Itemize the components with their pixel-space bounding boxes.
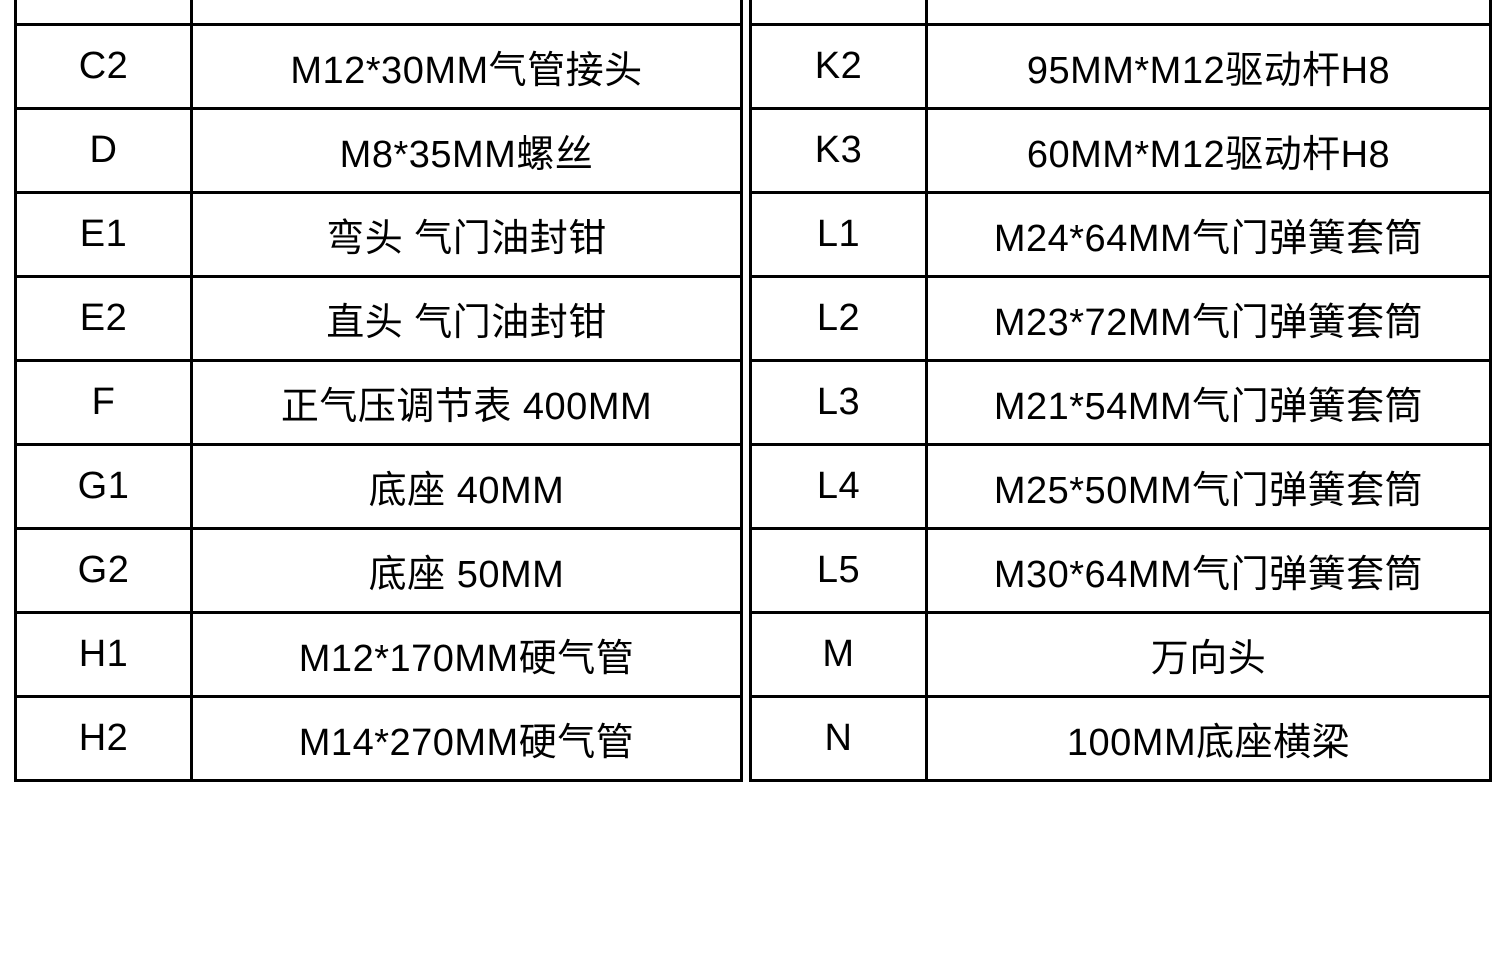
code-cell: G1 (16, 444, 192, 528)
code-cell: C2 (16, 24, 192, 108)
table-row-partial (16, 0, 742, 24)
desc-cell: M12*30MM气管接头 (192, 24, 742, 108)
code-cell: L1 (751, 192, 927, 276)
desc-cell: 正气压调节表 400MM (192, 360, 742, 444)
code-cell: E1 (16, 192, 192, 276)
desc-cell: M14*270MM硬气管 (192, 696, 742, 780)
code-cell: K3 (751, 108, 927, 192)
desc-cell: M24*64MM气门弹簧套筒 (927, 192, 1491, 276)
desc-cell: 直头 气门油封钳 (192, 276, 742, 360)
code-cell: L5 (751, 528, 927, 612)
code-cell: L4 (751, 444, 927, 528)
parts-table-left: C2 M12*30MM气管接头 D M8*35MM螺丝 E1 弯头 气门油封钳 … (14, 0, 743, 782)
code-cell (751, 0, 927, 24)
table-row: L5 M30*64MM气门弹簧套筒 (751, 528, 1491, 612)
code-cell: H1 (16, 612, 192, 696)
desc-cell: 100MM底座横梁 (927, 696, 1491, 780)
desc-cell: 底座 50MM (192, 528, 742, 612)
parts-table-container: C2 M12*30MM气管接头 D M8*35MM螺丝 E1 弯头 气门油封钳 … (14, 0, 1486, 782)
desc-cell (927, 0, 1491, 24)
table-row: L1 M24*64MM气门弹簧套筒 (751, 192, 1491, 276)
code-cell: D (16, 108, 192, 192)
code-cell: K2 (751, 24, 927, 108)
table-row: L3 M21*54MM气门弹簧套筒 (751, 360, 1491, 444)
table-row: G1 底座 40MM (16, 444, 742, 528)
table-row: M 万向头 (751, 612, 1491, 696)
desc-cell: M21*54MM气门弹簧套筒 (927, 360, 1491, 444)
table-row: L2 M23*72MM气门弹簧套筒 (751, 276, 1491, 360)
table-row: F 正气压调节表 400MM (16, 360, 742, 444)
parts-table-right: K2 95MM*M12驱动杆H8 K3 60MM*M12驱动杆H8 L1 M24… (749, 0, 1492, 782)
table-row: H2 M14*270MM硬气管 (16, 696, 742, 780)
desc-cell: M25*50MM气门弹簧套筒 (927, 444, 1491, 528)
table-row: L4 M25*50MM气门弹簧套筒 (751, 444, 1491, 528)
desc-cell: M8*35MM螺丝 (192, 108, 742, 192)
code-cell: G2 (16, 528, 192, 612)
table-row: E1 弯头 气门油封钳 (16, 192, 742, 276)
code-cell (16, 0, 192, 24)
desc-cell: 弯头 气门油封钳 (192, 192, 742, 276)
code-cell: M (751, 612, 927, 696)
table-row: H1 M12*170MM硬气管 (16, 612, 742, 696)
table-row-partial (751, 0, 1491, 24)
desc-cell: 万向头 (927, 612, 1491, 696)
code-cell: H2 (16, 696, 192, 780)
table-row: K2 95MM*M12驱动杆H8 (751, 24, 1491, 108)
table-row: E2 直头 气门油封钳 (16, 276, 742, 360)
code-cell: N (751, 696, 927, 780)
code-cell: L2 (751, 276, 927, 360)
code-cell: E2 (16, 276, 192, 360)
desc-cell: 60MM*M12驱动杆H8 (927, 108, 1491, 192)
table-row: D M8*35MM螺丝 (16, 108, 742, 192)
desc-cell: M30*64MM气门弹簧套筒 (927, 528, 1491, 612)
table-row: N 100MM底座横梁 (751, 696, 1491, 780)
desc-cell (192, 0, 742, 24)
table-row: C2 M12*30MM气管接头 (16, 24, 742, 108)
desc-cell: 底座 40MM (192, 444, 742, 528)
desc-cell: 95MM*M12驱动杆H8 (927, 24, 1491, 108)
code-cell: L3 (751, 360, 927, 444)
page-root: C2 M12*30MM气管接头 D M8*35MM螺丝 E1 弯头 气门油封钳 … (0, 0, 1500, 953)
desc-cell: M23*72MM气门弹簧套筒 (927, 276, 1491, 360)
table-row: G2 底座 50MM (16, 528, 742, 612)
desc-cell: M12*170MM硬气管 (192, 612, 742, 696)
code-cell: F (16, 360, 192, 444)
table-row: K3 60MM*M12驱动杆H8 (751, 108, 1491, 192)
